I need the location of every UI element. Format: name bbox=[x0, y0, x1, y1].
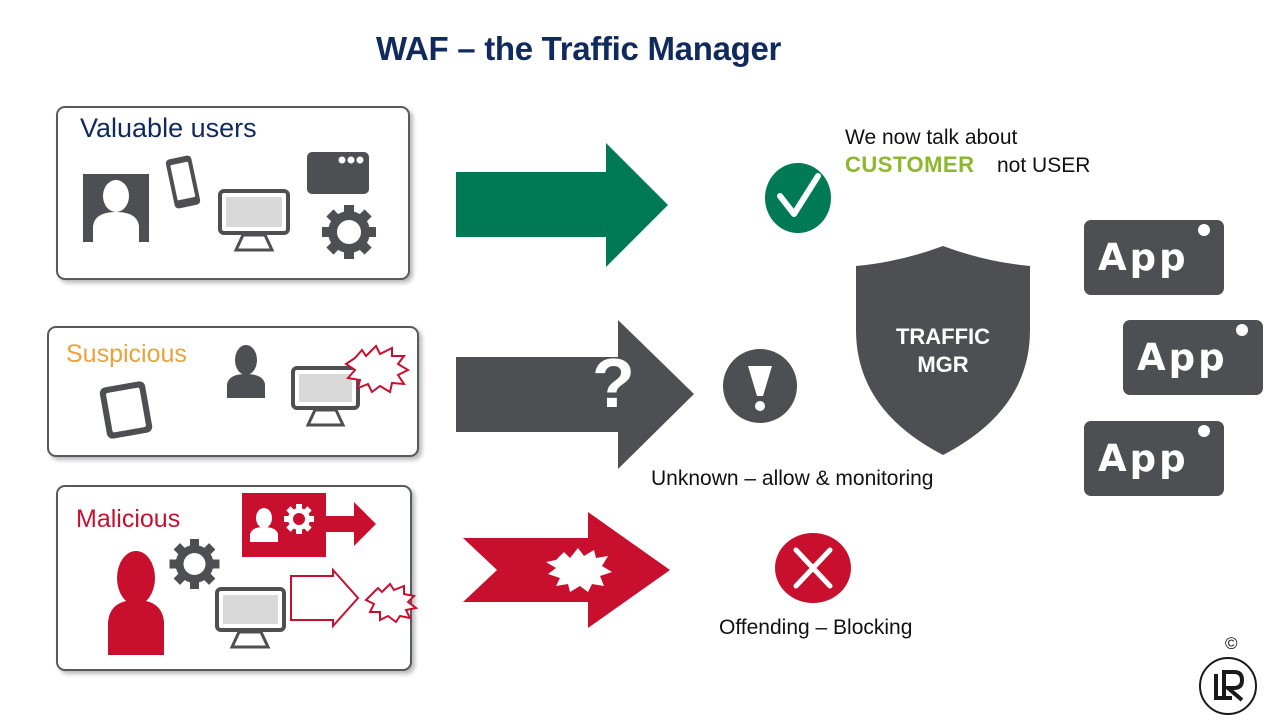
copyright-symbol: © bbox=[1225, 634, 1238, 653]
burst-icon bbox=[546, 548, 612, 592]
note-unknown: Unknown – allow & monitoring bbox=[651, 467, 934, 490]
monitor-icon bbox=[215, 587, 286, 649]
exclamation-icon bbox=[723, 349, 797, 423]
app-label: App bbox=[1098, 236, 1189, 279]
check-icon bbox=[765, 163, 831, 233]
browser-icon bbox=[307, 152, 369, 194]
note-talk-about: We now talk about bbox=[845, 126, 1018, 149]
gray-arrow bbox=[456, 320, 694, 469]
note-not-user: not USER bbox=[997, 154, 1091, 177]
user-icon bbox=[227, 345, 265, 398]
monitor-icon bbox=[218, 189, 290, 252]
gear-icon bbox=[322, 205, 376, 259]
user-icon bbox=[83, 174, 149, 242]
outline-arrow-icon bbox=[290, 567, 360, 629]
phone-icon bbox=[165, 155, 201, 209]
app-box-3[interactable] bbox=[1084, 421, 1224, 496]
lr-logo bbox=[1199, 657, 1257, 715]
shield-icon bbox=[856, 246, 1030, 455]
panel-title-malicious: Malicious bbox=[76, 505, 181, 533]
panel-title-suspicious: Suspicious bbox=[66, 340, 187, 368]
app-box-2[interactable] bbox=[1123, 320, 1263, 395]
burst-icon bbox=[344, 344, 411, 394]
gear-icon bbox=[169, 539, 220, 589]
question-mark: ? bbox=[592, 344, 635, 422]
shield-label-line1: TRAFFIC bbox=[895, 324, 991, 349]
shield-label-line2: MGR bbox=[917, 352, 969, 377]
cross-icon bbox=[775, 533, 851, 603]
green-arrow bbox=[456, 143, 668, 267]
tablet-icon bbox=[99, 381, 153, 439]
user-icon bbox=[108, 551, 164, 655]
burst-icon bbox=[364, 582, 419, 624]
panel-title-valuable-users: Valuable users bbox=[80, 113, 257, 143]
note-customer: CUSTOMER bbox=[845, 152, 975, 177]
app-label: App bbox=[1098, 437, 1189, 480]
app-label: App bbox=[1137, 336, 1228, 379]
app-box-1[interactable] bbox=[1084, 220, 1224, 295]
page-title: WAF – the Traffic Manager bbox=[376, 30, 782, 67]
attack-card-icon bbox=[242, 493, 376, 557]
note-offending: Offending – Blocking bbox=[719, 616, 913, 639]
